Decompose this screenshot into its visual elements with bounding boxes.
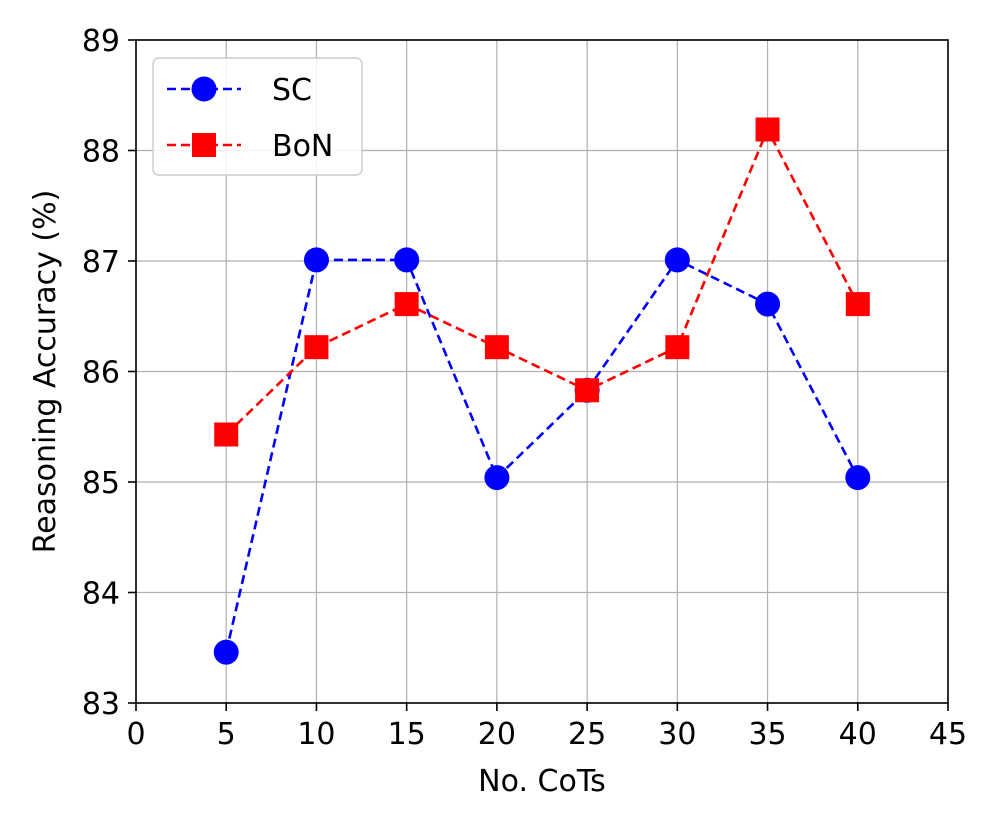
y-tick-label: 86 bbox=[82, 356, 120, 391]
data-point bbox=[484, 335, 509, 360]
data-point bbox=[394, 247, 420, 273]
data-point bbox=[755, 291, 781, 317]
x-tick-label: 35 bbox=[748, 717, 786, 752]
data-point bbox=[484, 465, 510, 491]
legend-item-sc: SC bbox=[167, 73, 312, 108]
series-bon bbox=[214, 117, 870, 447]
y-tick-label: 88 bbox=[82, 135, 120, 170]
data-point bbox=[394, 292, 419, 317]
x-tick-label: 45 bbox=[929, 717, 967, 752]
x-axis-title: No. CoTs bbox=[478, 764, 606, 799]
y-tick-label: 85 bbox=[82, 466, 120, 501]
y-tick-label: 87 bbox=[82, 245, 120, 280]
y-axis: 83 84 85 86 87 88 89 bbox=[82, 24, 136, 722]
data-point bbox=[303, 247, 329, 273]
x-tick-label: 20 bbox=[478, 717, 516, 752]
y-tick-label: 84 bbox=[82, 577, 120, 612]
legend: SC BoN bbox=[152, 57, 363, 176]
x-tick-label: 25 bbox=[568, 717, 606, 752]
series-line bbox=[224, 258, 859, 653]
legend-label: SC bbox=[272, 73, 312, 108]
legend-item-bon: BoN bbox=[167, 129, 333, 164]
data-point bbox=[664, 247, 690, 273]
data-point bbox=[214, 422, 239, 447]
x-tick-label: 5 bbox=[217, 717, 236, 752]
legend-marker bbox=[191, 76, 217, 102]
series-sc bbox=[213, 247, 871, 665]
data-point bbox=[755, 117, 780, 142]
x-tick-label: 30 bbox=[658, 717, 696, 752]
data-point bbox=[304, 335, 329, 360]
x-tick-label: 15 bbox=[388, 717, 426, 752]
x-tick-label: 0 bbox=[126, 717, 145, 752]
series-layer bbox=[213, 117, 871, 665]
legend-label: BoN bbox=[272, 129, 333, 164]
data-point bbox=[575, 378, 600, 403]
data-point bbox=[845, 465, 871, 491]
data-point bbox=[845, 292, 870, 317]
series-line bbox=[225, 126, 859, 436]
y-axis-title: Reasoning Accuracy (%) bbox=[28, 190, 63, 554]
x-tick-label: 10 bbox=[297, 717, 335, 752]
y-tick-label: 83 bbox=[82, 687, 120, 722]
x-axis: 0 5 10 15 20 25 30 35 40 45 bbox=[126, 703, 967, 752]
y-tick-label: 89 bbox=[82, 24, 120, 59]
x-tick-label: 40 bbox=[839, 717, 877, 752]
legend-marker bbox=[192, 133, 216, 157]
data-point bbox=[665, 335, 690, 360]
data-point bbox=[213, 639, 239, 665]
